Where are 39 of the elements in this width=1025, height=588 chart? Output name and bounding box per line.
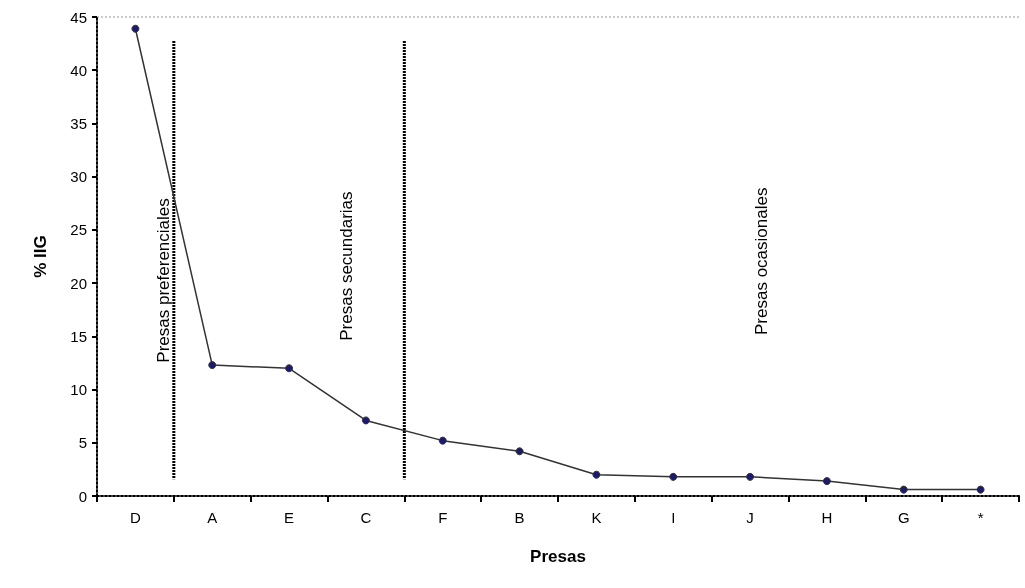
x-tick-label: B (514, 509, 525, 526)
x-tick-label: H (821, 509, 833, 526)
point (131, 24, 140, 33)
y-tick-label: 25 (70, 221, 87, 239)
point (592, 470, 601, 479)
x-tick-label: E (284, 509, 295, 526)
point (822, 477, 831, 486)
point (746, 472, 755, 481)
point (976, 485, 985, 494)
point (899, 485, 908, 494)
y-tick-label: 30 (70, 168, 87, 186)
x-tick-label: * (977, 509, 984, 526)
y-tick-label: 20 (70, 274, 87, 292)
annotation: Presas ocasionales (752, 187, 772, 335)
x-tick-label: G (897, 509, 910, 526)
x-tick-label: K (591, 509, 602, 526)
point (285, 364, 294, 373)
y-tick-label: 40 (70, 61, 87, 79)
x-tick-label: A (207, 509, 218, 526)
x-axis-title: Presas (530, 547, 586, 566)
point (361, 416, 370, 425)
y-axis-title: % IIG (31, 235, 50, 278)
y-tick-label: 45 (70, 8, 87, 26)
point (208, 361, 217, 370)
x-tick-label: J (746, 509, 754, 526)
point (438, 436, 447, 445)
x-tick-label: D (129, 509, 141, 526)
y-tick-label: 10 (70, 381, 87, 399)
y-tick-label: 15 (70, 327, 87, 345)
point (515, 447, 524, 456)
x-tick-label: I (671, 509, 676, 526)
y-tick-label: 35 (70, 114, 87, 132)
annotation: Presas preferenciales (153, 198, 173, 363)
annotation: Presas secundarias (337, 191, 357, 341)
x-tick-label: F (438, 509, 448, 526)
y-tick-label: 5 (78, 434, 87, 452)
point (669, 472, 678, 481)
y-tick-label: 0 (78, 487, 87, 505)
x-tick-label: C (360, 509, 372, 526)
